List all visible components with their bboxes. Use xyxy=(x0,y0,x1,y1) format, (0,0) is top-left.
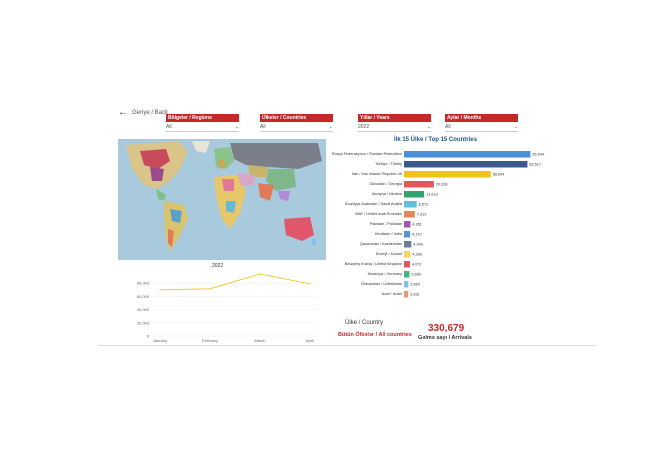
category-label: Özbəkistan / Uzbekistan xyxy=(361,282,402,286)
country-label: Ülke / Country xyxy=(345,320,384,326)
filter-label: Aylar / Months xyxy=(445,114,518,122)
bar[interactable] xyxy=(404,231,411,238)
bar[interactable] xyxy=(404,171,491,178)
value-label: 4,289 xyxy=(412,253,422,257)
category-label: Rusya Federasyonu / Russian Federation xyxy=(332,152,402,156)
filter-regions[interactable]: Bölgeler / Regions All ⌄ xyxy=(166,114,239,132)
bar[interactable] xyxy=(404,191,425,198)
chevron-down-icon: ⌄ xyxy=(234,124,239,130)
x-tick-label: January xyxy=(153,338,167,343)
category-label: Pakistan / Pakistan xyxy=(370,222,402,226)
chevron-down-icon: ⌄ xyxy=(426,124,431,130)
bar[interactable] xyxy=(404,291,409,298)
arrivals-label: Gəlmə sayı / Arrivals xyxy=(418,335,472,341)
line-chart: 0 20,000 40,000 60,000 80,000 January February… xyxy=(118,262,328,346)
value-label: 85,544 xyxy=(532,153,544,157)
x-tick-label: February xyxy=(202,338,218,343)
category-label: İran / Iran Islamic Republic of\ xyxy=(352,171,403,176)
filter-value: All xyxy=(260,124,266,130)
y-tick-label: 80,000 xyxy=(137,281,150,286)
all-countries-label[interactable]: Bütün Ölkələr / All countries xyxy=(338,332,412,338)
filter-months[interactable]: Aylar / Months All ⌄ xyxy=(445,114,518,132)
bar-chart-title: İlk 15 Ülke / Top 15 Countries xyxy=(394,137,477,143)
filter-label: Ülkeler / Countries xyxy=(260,114,333,122)
bar[interactable] xyxy=(404,221,411,228)
filter-select[interactable]: 2022 ⌄ xyxy=(358,124,431,132)
filter-select[interactable]: All ⌄ xyxy=(166,124,239,132)
bar[interactable] xyxy=(404,201,417,208)
filter-select[interactable]: All ⌄ xyxy=(445,124,518,132)
category-label: Küveyt / Kuwait xyxy=(376,252,403,256)
value-label: 7,319 xyxy=(417,213,427,217)
value-label: 4,072 xyxy=(412,263,422,267)
filter-value: 2022 xyxy=(358,124,370,130)
filter-select[interactable]: All ⌄ xyxy=(260,124,333,132)
category-label: Hindistan / India xyxy=(375,232,403,236)
chevron-down-icon: ⌄ xyxy=(513,124,518,130)
category-label: Almaniya / Germany xyxy=(368,272,402,276)
back-button[interactable]: ← Geriye / Back xyxy=(118,107,169,118)
value-label: 2,831 xyxy=(410,293,420,297)
bar[interactable] xyxy=(404,281,409,288)
category-label: Türkiye / Turkey xyxy=(375,162,402,166)
bar[interactable] xyxy=(404,161,528,168)
value-label: 83,517 xyxy=(529,163,541,167)
bar[interactable] xyxy=(404,261,411,268)
value-label: 4,170 xyxy=(412,233,422,237)
filter-countries[interactable]: Ülkeler / Countries All ⌄ xyxy=(260,114,333,132)
bar[interactable] xyxy=(404,271,410,278)
category-label: Gürcistan / Georgia xyxy=(369,182,403,186)
category-label: Birləşmiş Krallıq / United Kingdom xyxy=(345,262,402,266)
arrow-left-icon: ← xyxy=(118,107,128,118)
data-point xyxy=(209,288,211,290)
total-arrivals-value: 330,679 xyxy=(428,323,465,334)
data-point xyxy=(259,273,261,275)
chevron-down-icon: ⌄ xyxy=(328,124,333,130)
y-tick-label: 60,000 xyxy=(137,294,150,299)
line-chart-title: 2022 xyxy=(212,263,224,269)
bar[interactable] xyxy=(404,251,411,258)
value-label: 13,619 xyxy=(426,193,438,197)
filter-label: Bölgeler / Regions xyxy=(166,114,239,122)
bar[interactable] xyxy=(404,181,434,188)
back-label: Geriye / Back xyxy=(132,110,169,116)
y-tick-label: 20,000 xyxy=(137,320,150,325)
y-tick-label: 0 xyxy=(147,334,150,339)
category-label: Qazaxıstan / Kazakhstan xyxy=(360,242,402,246)
filter-label: Yıllar / Years xyxy=(358,114,431,122)
value-label: 4,351 xyxy=(412,223,422,227)
category-label: İsrail / Israel xyxy=(382,291,403,296)
data-point xyxy=(309,283,311,285)
x-tick-label: March xyxy=(254,338,265,343)
bar[interactable] xyxy=(404,151,531,158)
world-map[interactable] xyxy=(118,139,326,260)
value-label: 20,208 xyxy=(436,183,448,187)
bar-chart: Rusya Federasyonu / Russian Federation 85… xyxy=(312,148,552,304)
value-label: 8,572 xyxy=(419,203,429,207)
filter-value: All xyxy=(166,124,172,130)
value-label: 4,943 xyxy=(413,243,423,247)
y-tick-label: 40,000 xyxy=(137,307,150,312)
bar[interactable] xyxy=(404,241,412,248)
category-label: Suudiyya Arabistan / Saudi Arabia xyxy=(345,202,403,206)
filter-years[interactable]: Yıllar / Years 2022 ⌄ xyxy=(358,114,431,132)
value-label: 3,669 xyxy=(411,273,421,277)
category-label: Ukrayna / Ukraine xyxy=(372,192,402,196)
value-label: 2,954 xyxy=(410,283,420,287)
data-point xyxy=(159,289,161,291)
x-tick-label: April xyxy=(306,338,314,343)
series-line xyxy=(159,273,311,291)
category-label: BAE / United Arab Emirates xyxy=(355,212,402,216)
bar[interactable] xyxy=(404,211,415,218)
divider xyxy=(98,345,596,346)
filter-value: All xyxy=(445,124,451,130)
value-label: 58,694 xyxy=(493,173,505,177)
